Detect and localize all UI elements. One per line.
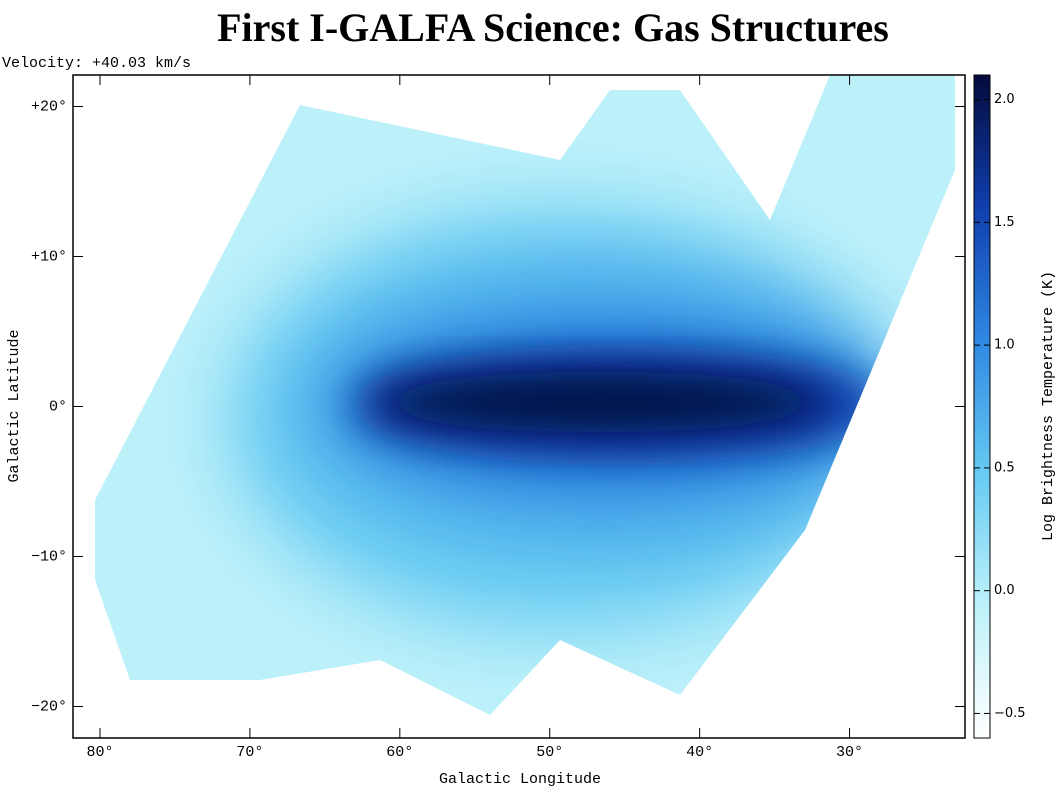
map-image bbox=[95, 75, 955, 715]
y-tick-label: +10° bbox=[31, 248, 67, 265]
x-tick-label: 50° bbox=[536, 744, 563, 761]
x-tick-label: 80° bbox=[86, 744, 113, 761]
colorbar-label: Log Brightness Temperature (K) bbox=[1040, 271, 1057, 541]
y-tick-label: −20° bbox=[31, 698, 67, 715]
x-tick-label: 60° bbox=[386, 744, 413, 761]
map-core-emission bbox=[370, 372, 830, 432]
chart-title: First I-GALFA Science: Gas Structures bbox=[217, 5, 889, 50]
y-tick-label: −10° bbox=[31, 548, 67, 565]
x-tick-label: 40° bbox=[686, 744, 713, 761]
colorbar bbox=[973, 74, 991, 739]
x-tick-label: 70° bbox=[236, 744, 263, 761]
x-axis-label: Galactic Longitude bbox=[439, 771, 601, 788]
y-tick-label: 0° bbox=[49, 398, 67, 415]
y-axis-label: Galactic Latitude bbox=[6, 329, 23, 482]
colorbar-tick-label: 1.5 bbox=[994, 215, 1015, 230]
y-tick-label: +20° bbox=[31, 98, 67, 115]
colorbar-tick-label: 0.0 bbox=[994, 583, 1015, 598]
colorbar-tick-label: 1.0 bbox=[994, 338, 1015, 353]
colorbar-tick-label: −0.5 bbox=[994, 706, 1026, 721]
colorbar-tick-label: 2.0 bbox=[994, 92, 1015, 107]
x-tick-label: 30° bbox=[836, 744, 863, 761]
colorbar-tick-label: 0.5 bbox=[994, 460, 1015, 475]
velocity-annotation: Velocity: +40.03 km/s bbox=[2, 55, 191, 72]
